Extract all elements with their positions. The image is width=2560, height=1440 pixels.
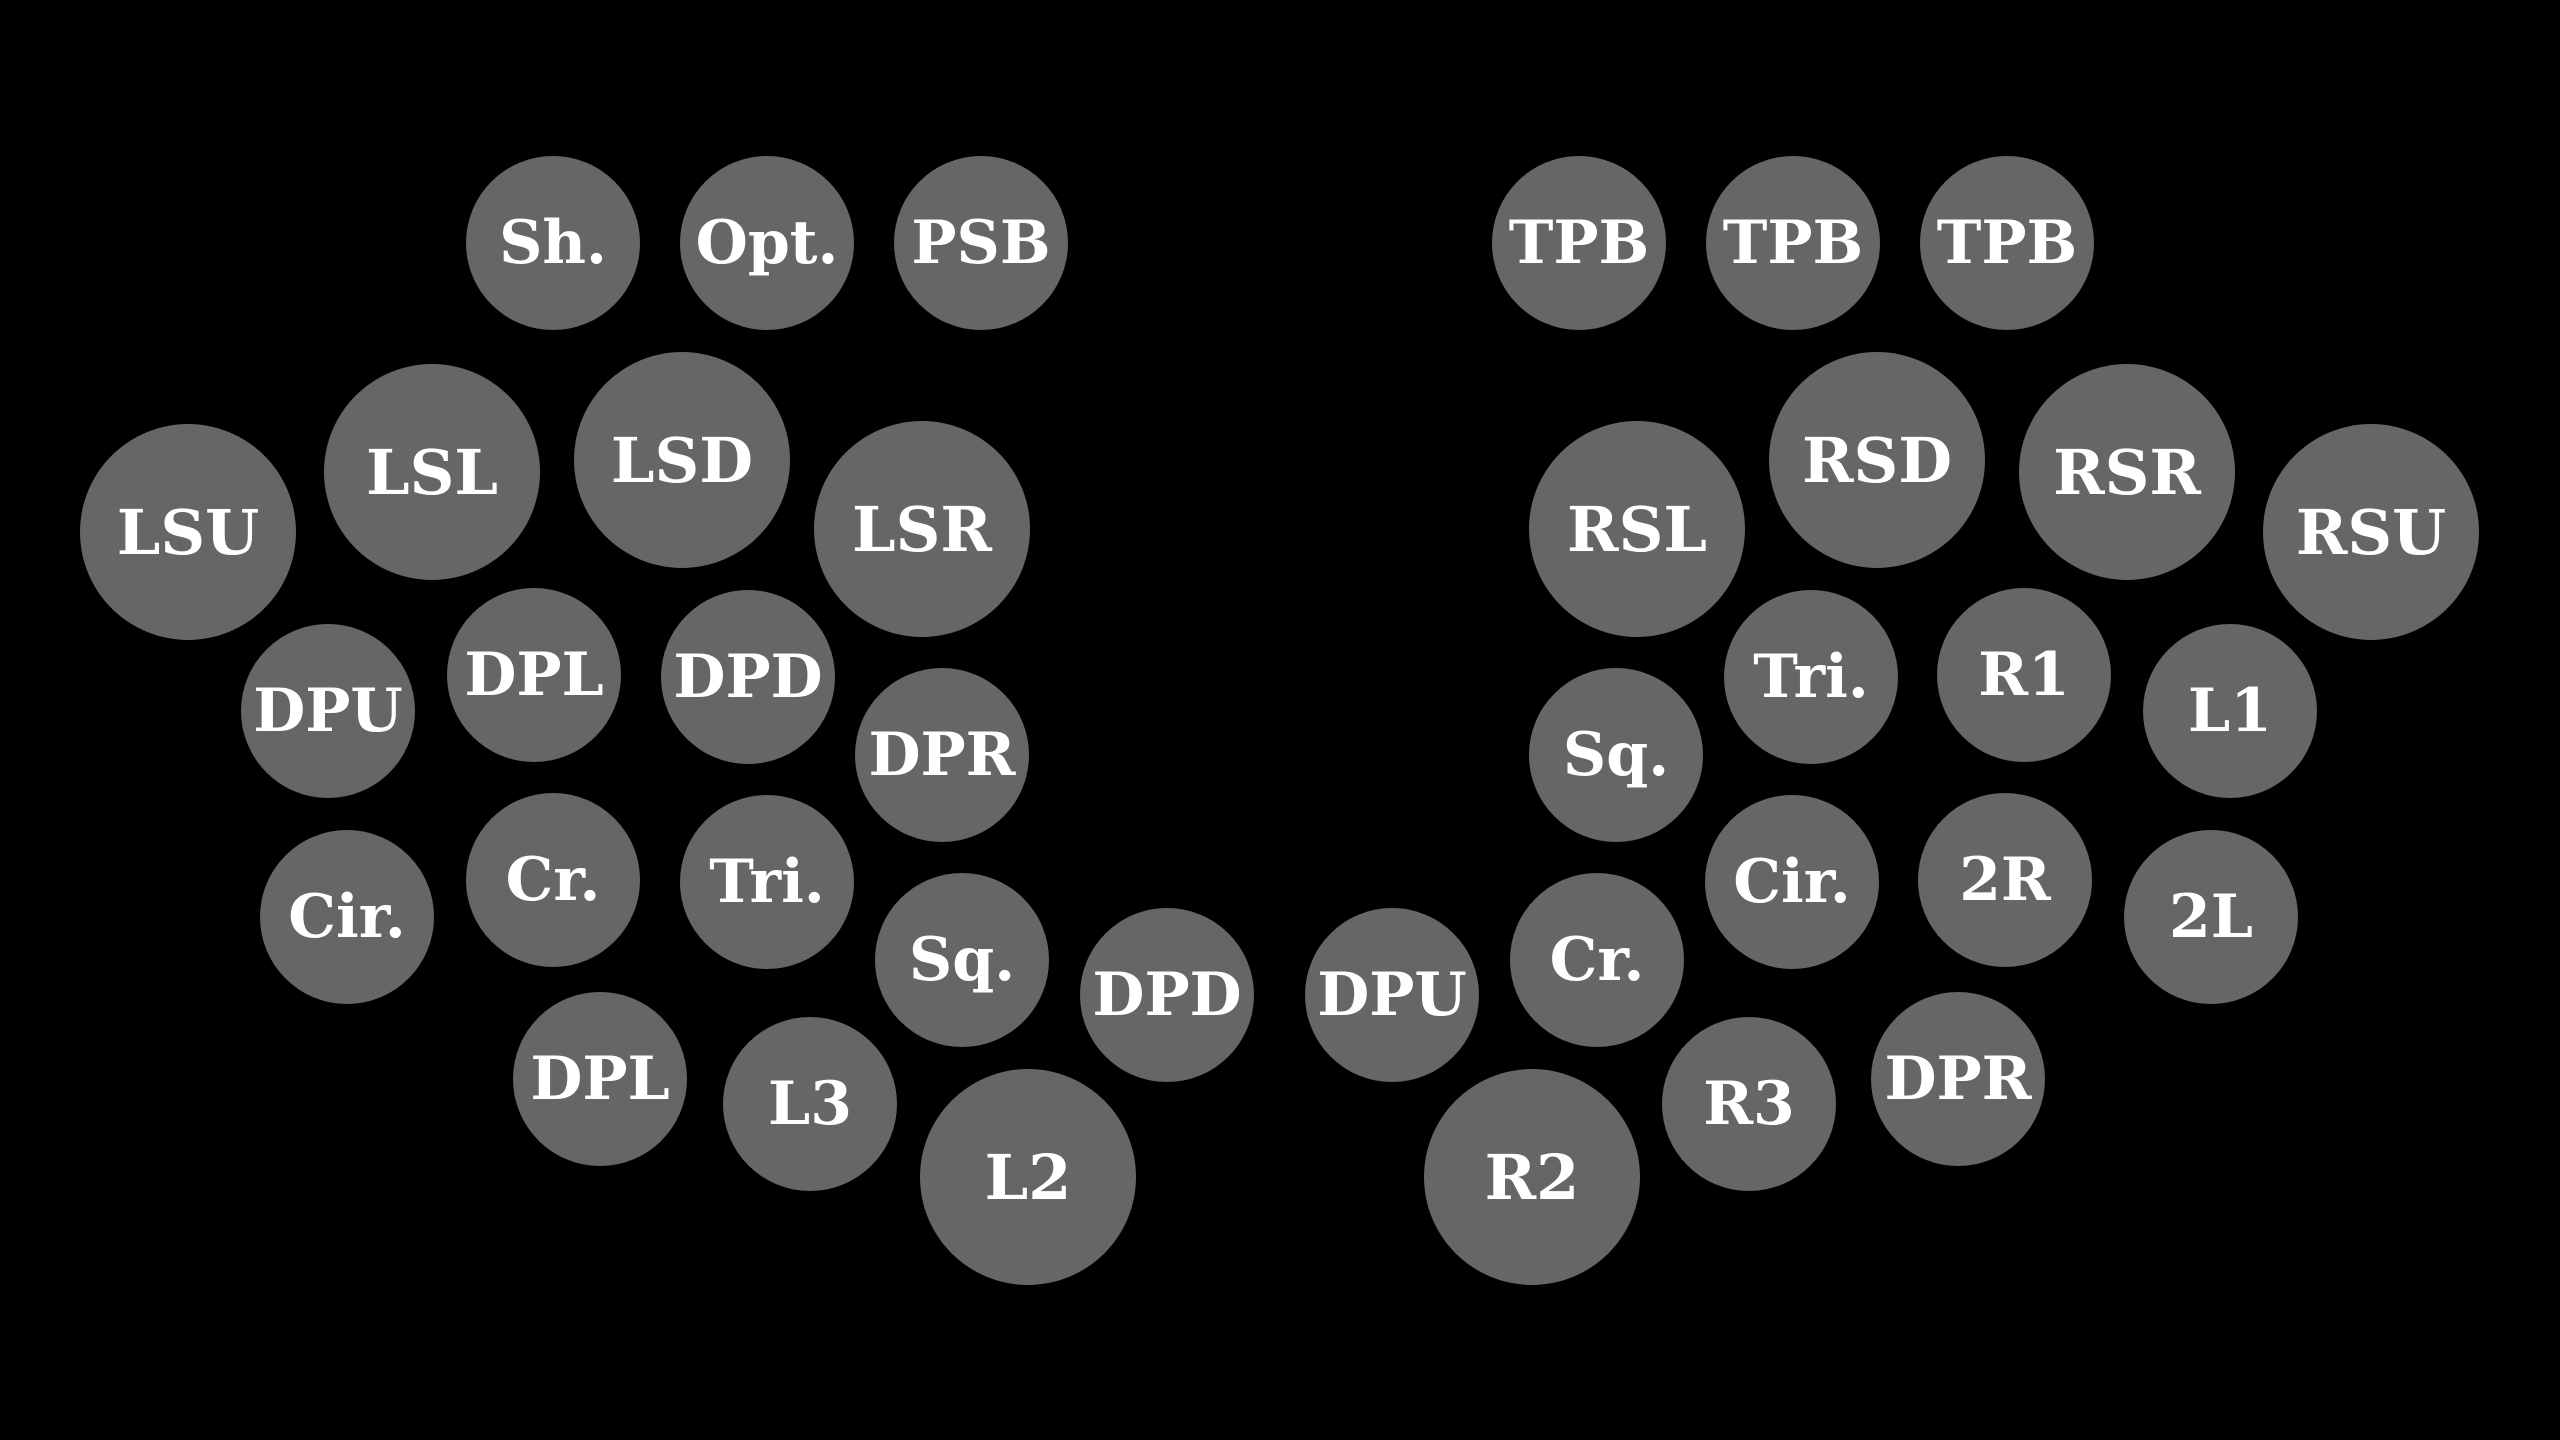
dpad-down-button[interactable]: DPD [661, 590, 835, 764]
button-2r[interactable]: 2R [1918, 793, 2092, 967]
right-circle-button[interactable]: Cir. [1705, 795, 1879, 969]
lower-dpad-down-button[interactable]: DPD [1080, 908, 1254, 1082]
r1-button[interactable]: R1 [1937, 588, 2111, 762]
left-circle-button[interactable]: Cir. [260, 830, 434, 1004]
lower-dpad-up-button[interactable]: DPU [1305, 908, 1479, 1082]
right-stick-left-button[interactable]: RSL [1529, 421, 1745, 637]
ps-button[interactable]: PSB [894, 156, 1068, 330]
right-stick-right-button[interactable]: RSR [2019, 364, 2235, 580]
touchpad-button-2[interactable]: TPB [1706, 156, 1880, 330]
right-stick-down-button[interactable]: RSD [1769, 352, 1985, 568]
left-cross-button[interactable]: Cr. [466, 793, 640, 967]
left-square-button[interactable]: Sq. [875, 873, 1049, 1047]
l1-button[interactable]: L1 [2143, 624, 2317, 798]
dpad-up-button[interactable]: DPU [241, 624, 415, 798]
options-button[interactable]: Opt. [680, 156, 854, 330]
left-triangle-button[interactable]: Tri. [680, 795, 854, 969]
right-cross-button[interactable]: Cr. [1510, 873, 1684, 1047]
dpad-left-button[interactable]: DPL [447, 588, 621, 762]
l3-button[interactable]: L3 [723, 1017, 897, 1191]
touchpad-button-1[interactable]: TPB [1492, 156, 1666, 330]
r2-button[interactable]: R2 [1424, 1069, 1640, 1285]
left-stick-right-button[interactable]: LSR [814, 421, 1030, 637]
left-stick-left-button[interactable]: LSL [324, 364, 540, 580]
dpad-right-button[interactable]: DPR [855, 668, 1029, 842]
right-square-button[interactable]: Sq. [1529, 668, 1703, 842]
lower-dpad-left-button[interactable]: DPL [513, 992, 687, 1166]
touchpad-button-3[interactable]: TPB [1920, 156, 2094, 330]
l2-button[interactable]: L2 [920, 1069, 1136, 1285]
button-2l[interactable]: 2L [2124, 830, 2298, 1004]
lower-dpad-right-button[interactable]: DPR [1871, 992, 2045, 1166]
share-button[interactable]: Sh. [466, 156, 640, 330]
right-stick-up-button[interactable]: RSU [2263, 424, 2479, 640]
left-stick-up-button[interactable]: LSU [80, 424, 296, 640]
right-triangle-button[interactable]: Tri. [1724, 590, 1898, 764]
left-stick-down-button[interactable]: LSD [574, 352, 790, 568]
r3-button[interactable]: R3 [1662, 1017, 1836, 1191]
